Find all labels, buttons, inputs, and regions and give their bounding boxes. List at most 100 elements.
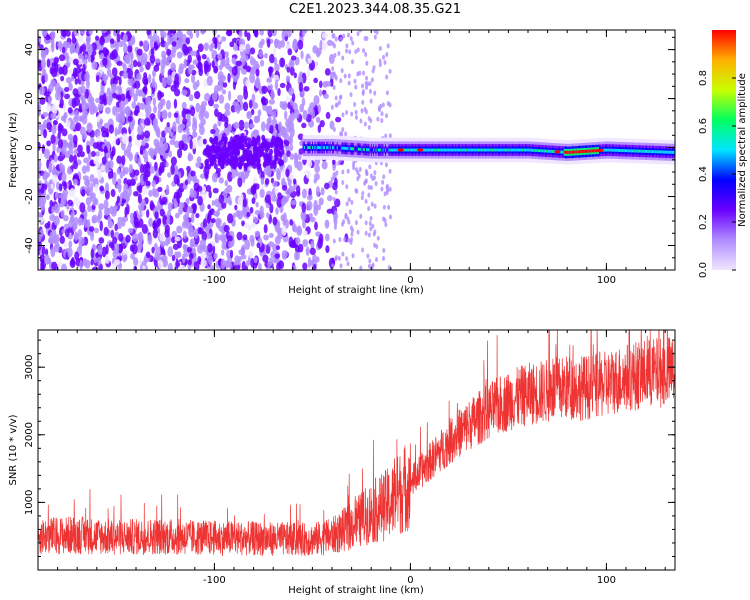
heatmap-cell xyxy=(101,156,107,165)
heatmap-cell xyxy=(249,56,255,66)
heatmap-cell xyxy=(242,101,249,112)
heatmap-cell xyxy=(670,150,673,154)
heatmap-cell xyxy=(86,162,90,173)
heatmap-cell xyxy=(137,124,144,136)
heatmap-cell xyxy=(148,189,153,198)
heatmap-cell xyxy=(108,241,115,249)
heatmap-cell xyxy=(475,148,477,152)
heatmap-cell xyxy=(204,92,211,102)
heatmap-cell xyxy=(540,149,542,153)
heatmap-cell xyxy=(112,105,118,116)
heatmap-cell xyxy=(433,148,435,152)
heatmap-cell xyxy=(256,115,261,123)
heatmap-cell xyxy=(231,66,238,77)
heatmap-cell xyxy=(118,94,122,103)
heatmap-cell xyxy=(376,148,379,152)
heatmap-cell xyxy=(325,111,331,120)
heatmap-cell xyxy=(334,198,341,208)
heatmap-cell xyxy=(256,242,261,249)
heatmap-cell xyxy=(39,152,43,159)
heatmap-cell xyxy=(66,204,70,210)
heatmap-cell xyxy=(274,137,279,144)
heatmap-cell xyxy=(341,146,343,150)
heatmap-cell xyxy=(57,138,64,149)
heatmap-cell xyxy=(309,146,312,150)
heatmap-cell xyxy=(363,35,367,41)
heatmap-cell xyxy=(616,148,618,152)
heatmap-cell xyxy=(63,241,68,248)
heatmap-cell xyxy=(527,148,529,152)
heatmap-cell xyxy=(590,149,593,153)
heatmap-cell xyxy=(53,154,58,163)
heatmap-cell xyxy=(658,150,661,154)
heatmap-cell xyxy=(229,152,234,159)
heatmap-cell xyxy=(350,147,353,151)
heatmap-cell xyxy=(218,194,225,204)
colorbar-tick-label: 0.6 xyxy=(698,118,709,134)
heatmap-cell xyxy=(356,229,360,235)
heatmap-cell xyxy=(589,149,591,153)
heatmap-cell xyxy=(173,112,179,118)
heatmap-cell xyxy=(167,150,173,158)
heatmap-cell xyxy=(275,207,279,215)
heatmap-cell xyxy=(188,222,193,234)
heatmap-cell xyxy=(119,114,126,125)
heatmap-cell xyxy=(58,183,63,192)
heatmap-cell xyxy=(246,160,251,167)
heatmap-peak xyxy=(554,150,561,154)
heatmap-cell xyxy=(41,194,46,206)
heatmap-cell xyxy=(363,148,366,152)
heatmap-cell xyxy=(284,110,288,120)
heatmap-cell xyxy=(481,148,483,152)
heatmap-cell xyxy=(306,200,313,211)
heatmap-peak xyxy=(417,148,424,152)
heatmap-cell xyxy=(38,102,41,113)
heatmap-cell xyxy=(344,146,347,150)
heatmap-cell xyxy=(378,45,382,51)
bottom-chart: -100 0 100 1000 2000 3000 Height of straight … xyxy=(8,329,676,596)
heatmap-cell xyxy=(244,30,248,38)
heatmap-cell xyxy=(89,159,95,167)
heatmap-cell xyxy=(309,102,316,108)
heatmap-cell xyxy=(268,105,273,116)
heatmap-cell xyxy=(123,33,128,43)
heatmap-cell xyxy=(88,226,95,232)
bottom-plot-frame xyxy=(37,329,676,571)
heatmap-cell xyxy=(377,148,380,152)
heatmap-cell xyxy=(238,249,243,255)
heatmap-cell xyxy=(567,150,569,154)
heatmap-cell xyxy=(360,147,362,151)
heatmap-cell xyxy=(276,245,281,251)
heatmap-cell xyxy=(340,68,344,74)
heatmap-cell xyxy=(131,101,137,109)
heatmap-cell xyxy=(379,148,381,152)
heatmap-cell xyxy=(244,48,250,55)
heatmap-cell xyxy=(165,100,171,110)
heatmap-cell xyxy=(282,30,288,38)
heatmap-cell xyxy=(63,93,71,100)
y-tick-label: 20 xyxy=(24,92,35,105)
heatmap-cell xyxy=(253,30,259,37)
heatmap-cell xyxy=(271,30,277,37)
heatmap-cell xyxy=(52,120,59,126)
heatmap-cell xyxy=(334,102,338,108)
heatmap-cell xyxy=(206,75,213,87)
heatmap-cell xyxy=(501,148,503,152)
heatmap-cell xyxy=(51,229,57,238)
heatmap-cell xyxy=(252,216,259,224)
heatmap-cell xyxy=(148,217,153,228)
heatmap-cell xyxy=(224,109,231,117)
heatmap-cell xyxy=(613,148,615,152)
heatmap-cell xyxy=(173,174,180,185)
heatmap-cell xyxy=(157,259,164,269)
heatmap-cell xyxy=(366,253,370,259)
heatmap-cell xyxy=(66,168,73,175)
heatmap-cell xyxy=(259,188,265,199)
heatmap-cell xyxy=(356,147,359,151)
heatmap-cell xyxy=(221,136,226,143)
heatmap-cell xyxy=(315,146,317,150)
heatmap-cell xyxy=(342,33,346,39)
heatmap-cell xyxy=(193,90,201,100)
heatmap-cell xyxy=(662,150,664,154)
heatmap-cell xyxy=(245,79,251,88)
